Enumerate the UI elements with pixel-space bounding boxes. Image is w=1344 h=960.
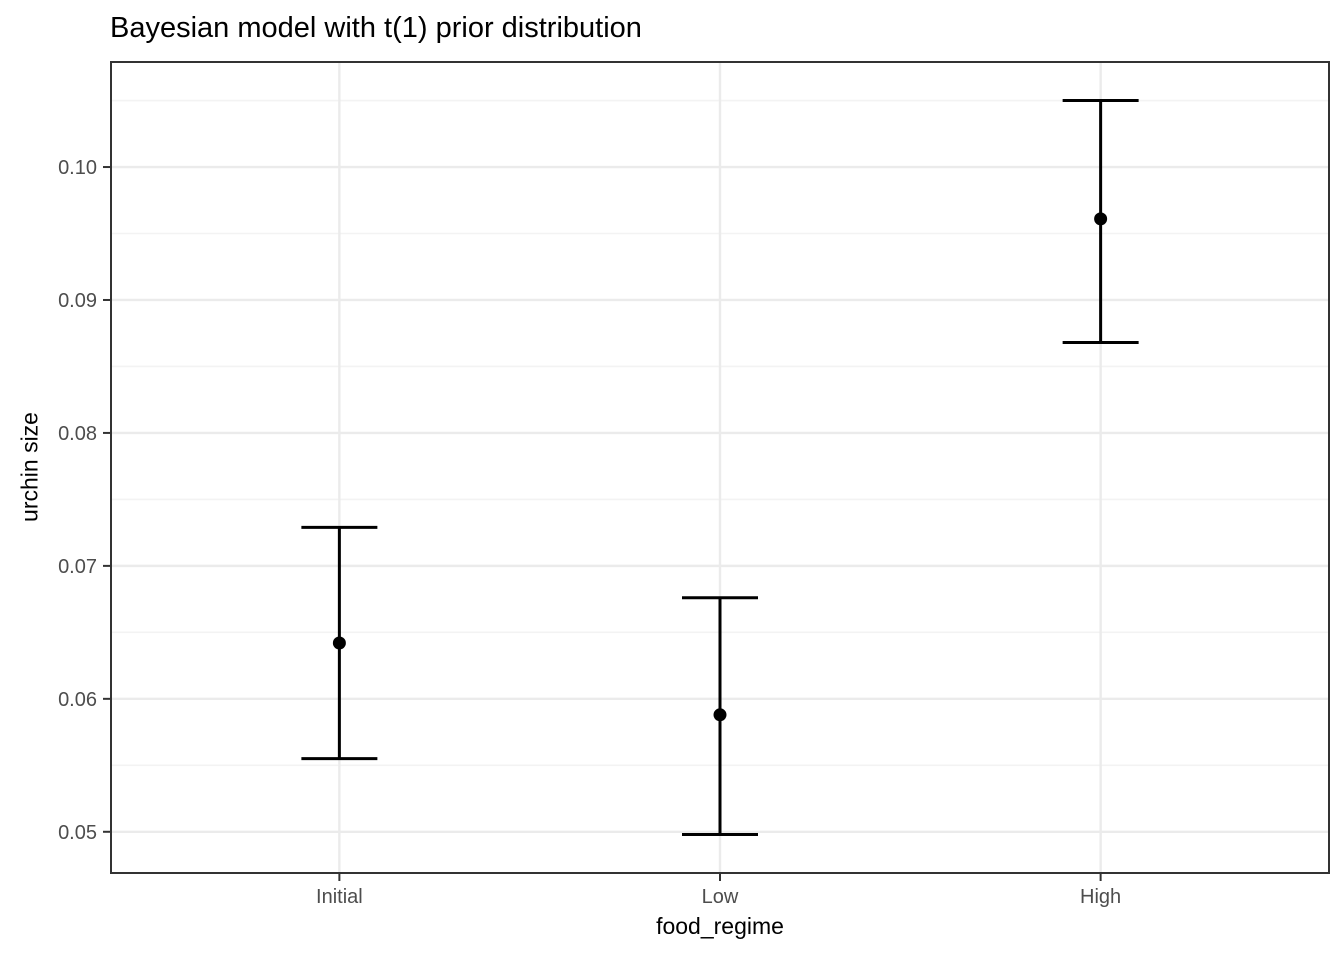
mean-point: [1094, 212, 1108, 226]
mean-point: [713, 708, 727, 722]
y-tick-label: 0.07: [58, 556, 97, 578]
x-tick-label: High: [1080, 886, 1121, 908]
chart-title: Bayesian model with t(1) prior distribut…: [110, 12, 642, 44]
y-tick-label: 0.10: [58, 157, 97, 179]
y-tick-label: 0.09: [58, 290, 97, 312]
x-tick-label: Low: [702, 886, 739, 908]
x-tick-label: Initial: [316, 886, 363, 908]
y-tick-label: 0.05: [58, 822, 97, 844]
y-tick-label: 0.08: [58, 423, 97, 445]
y-tick-label: 0.06: [58, 689, 97, 711]
x-axis-title: food_regime: [656, 913, 784, 939]
mean-point: [332, 636, 346, 650]
